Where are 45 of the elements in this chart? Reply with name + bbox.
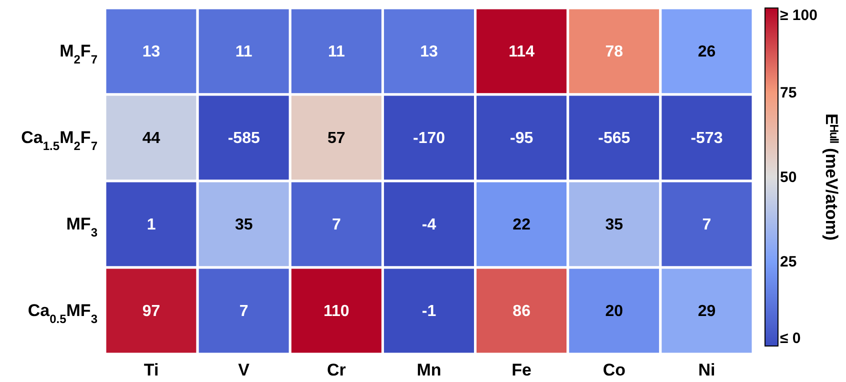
y-tick-label: Ca$_{1.5}$M$_{2}$F$_{7}$ [21,128,98,153]
data-label: -565 [598,130,630,147]
data-label: -585 [228,130,260,147]
data-label: 57 [328,130,346,147]
data-label: 97 [142,302,160,320]
y-tick-label: M$_{2}$F$_{7}$ [60,41,98,66]
data-label: 7 [239,302,248,320]
data-label: -1 [422,302,436,320]
data-label: -573 [690,130,723,147]
data-label: 20 [605,302,624,320]
color-bar-label: ≤ 0 [780,330,801,347]
color-bar-label: ≥ 100 [780,7,818,24]
y-tick-label: Ca$_{0.5}$MF$_{3}$ [28,300,98,326]
data-label: 86 [512,302,531,320]
data-label: 114 [508,43,535,60]
color-bar-title: Eᴴᵘˡˡ (meV/atom) [822,113,841,241]
data-label: 26 [698,43,716,60]
data-label: 1 [146,216,156,234]
data-label: 44 [142,130,160,147]
data-label: 110 [324,302,350,320]
x-tick-label: Cr [326,360,346,380]
color-bar-label: 50 [780,169,797,186]
data-label: 13 [420,43,438,60]
data-label: 22 [512,216,531,234]
x-tick-label: Ni [698,360,716,380]
data-label: -4 [422,216,436,234]
data-label: 7 [332,216,341,234]
x-tick-label: Mn [416,360,442,380]
data-label: -95 [510,130,534,147]
x-tick-label: V [238,360,250,380]
data-label: 29 [698,302,716,320]
data-label: 35 [605,216,624,234]
x-tick-label: Co [602,360,626,380]
x-tick-label: Ti [144,360,159,380]
data-label: 11 [235,43,252,60]
color-bar-label: 25 [780,254,797,270]
data-label: -170 [412,130,446,147]
data-label: 7 [702,216,712,234]
x-tick-label: Fe [512,360,532,380]
y-tick-label: MF$_{3}$ [66,214,98,240]
data-label: 11 [328,43,345,60]
color-bar-label: 75 [780,84,797,102]
data-label: 35 [234,216,253,234]
data-label: 78 [605,43,624,60]
data-label: 13 [142,43,160,60]
